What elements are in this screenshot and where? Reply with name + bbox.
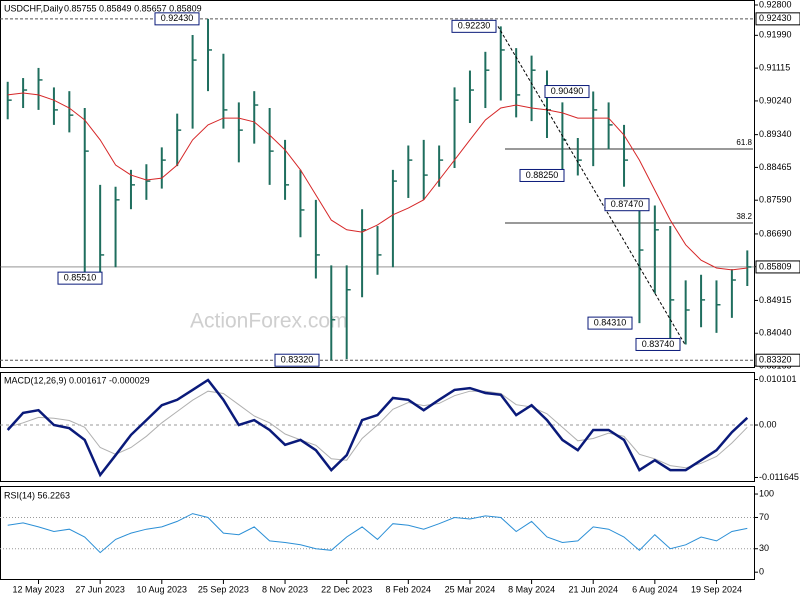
- y-tick-label: 0.87590: [759, 195, 792, 205]
- fib-label: 38.2: [736, 212, 752, 221]
- level-box: [755, 353, 800, 367]
- y-tick-label: 100: [759, 488, 774, 498]
- macd-frame: [0, 372, 755, 482]
- level-box: [755, 260, 800, 274]
- level-label: 0.85809: [759, 261, 792, 271]
- series-line: [7, 92, 748, 271]
- x-tick-label: 8 May 2024: [508, 584, 555, 594]
- panel-title: RSI(14) 56.2263: [4, 490, 70, 500]
- y-tick-label: 0.91990: [759, 30, 792, 40]
- annotation-label: 0.90490: [551, 86, 584, 96]
- y-tick-label: 0.84040: [759, 328, 792, 338]
- price-frame: [0, 0, 755, 368]
- annotation-label: 0.92230: [458, 21, 491, 31]
- annotation-box: [587, 316, 633, 330]
- watermark: ActionForex.com: [190, 310, 348, 333]
- annotation-box: [635, 337, 681, 351]
- x-tick-label: 25 Mar 2024: [445, 584, 496, 594]
- y-tick-label: -0.011645: [759, 472, 799, 482]
- annotation-label: 0.88250: [526, 170, 559, 180]
- trend-line: [497, 26, 686, 345]
- y-tick-label: 0.92800: [759, 0, 792, 9]
- panel-title: MACD(12,26,9) 0.001617 -0.000029: [4, 375, 150, 385]
- annotation-box: [57, 271, 103, 285]
- y-tick-label: 0: [759, 567, 764, 577]
- fib-label: 61.8: [736, 138, 752, 147]
- y-tick-label: 0.84915: [759, 295, 792, 305]
- x-tick-label: 12 May 2023: [12, 584, 64, 594]
- x-tick-label: 8 Nov 2023: [262, 584, 308, 594]
- annotation-box: [604, 198, 650, 212]
- x-tick-label: 6 Aug 2024: [632, 584, 678, 594]
- x-tick-label: 22 Dec 2023: [321, 584, 372, 594]
- panel-title: USDCHF,Daily: [4, 3, 64, 13]
- level-label: 0.92430: [759, 13, 792, 23]
- annotation-label: 0.85510: [64, 273, 97, 283]
- level-box: [755, 12, 800, 26]
- annotation-box: [154, 12, 200, 26]
- panel-subtitle: 0.85755 0.85849 0.85657 0.85809: [64, 3, 202, 13]
- annotation-label: 0.87470: [611, 199, 644, 209]
- annotation-box: [519, 168, 565, 182]
- level-label: 0.83320: [759, 355, 792, 365]
- rsi-frame: [0, 486, 755, 580]
- annotation-box: [544, 85, 590, 99]
- x-tick-label: 25 Sep 2023: [198, 584, 249, 594]
- y-tick-label: 30: [759, 543, 769, 553]
- series-line: [7, 390, 748, 469]
- annotation-box: [274, 353, 320, 367]
- annotation-label: 0.84310: [594, 317, 627, 327]
- x-tick-label: 19 Sep 2024: [691, 584, 742, 594]
- annotation-label: 0.92430: [161, 13, 194, 23]
- series-line: [7, 513, 748, 554]
- x-tick-label: 27 Jun 2023: [75, 584, 125, 594]
- x-tick-label: 21 Jun 2024: [568, 584, 618, 594]
- annotation-box: [451, 19, 497, 33]
- x-tick-label: 8 Feb 2024: [386, 584, 432, 594]
- y-tick-label: 0.89340: [759, 129, 792, 139]
- annotation-label: 0.83320: [281, 355, 314, 365]
- y-tick-label: 0.00: [759, 419, 777, 429]
- series-line: [6, 378, 749, 478]
- y-tick-label: 0.90240: [759, 95, 792, 105]
- annotation-label: 0.83740: [642, 339, 675, 349]
- y-tick-label: 0.91115: [759, 62, 790, 72]
- y-tick-label: 0.88465: [759, 162, 792, 172]
- y-tick-label: 0.86690: [759, 228, 792, 238]
- y-tick-label: 70: [759, 512, 769, 522]
- y-tick-label: 0.010101: [759, 374, 797, 384]
- x-tick-label: 10 Aug 2023: [137, 584, 188, 594]
